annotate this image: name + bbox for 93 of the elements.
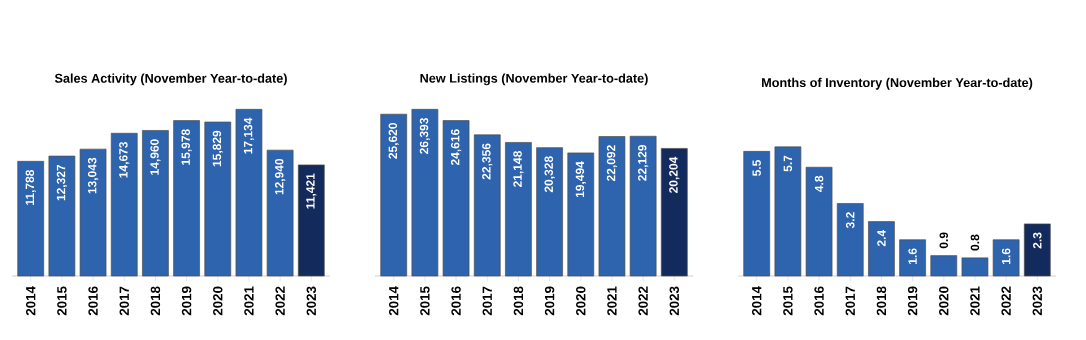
x-tick-label: 2017 xyxy=(119,286,129,316)
data-label: 20,204 xyxy=(669,156,680,193)
data-label: 22,356 xyxy=(482,143,493,180)
data-label: 11,421 xyxy=(306,173,317,209)
data-label: 14,960 xyxy=(150,139,161,175)
bar xyxy=(598,136,626,277)
bar xyxy=(380,113,408,277)
bar xyxy=(442,120,470,277)
x-tick-label: 2019 xyxy=(181,286,192,316)
bar xyxy=(899,239,926,277)
x-tick-label: 2014 xyxy=(25,286,36,316)
bar xyxy=(473,134,501,277)
x-tick-label: 2023 xyxy=(306,286,317,316)
data-label: 17,134 xyxy=(243,117,255,154)
x-tick-label: 2023 xyxy=(669,286,680,316)
x-tick-label: 2021 xyxy=(970,286,980,316)
x-tick-label: 2015 xyxy=(783,286,793,316)
bar xyxy=(266,149,294,277)
data-label: 5.7 xyxy=(783,155,793,172)
bar xyxy=(1023,223,1051,277)
data-label: 3.2 xyxy=(845,212,855,229)
bar xyxy=(235,108,263,277)
bar xyxy=(629,135,657,277)
data-label: 15,829 xyxy=(212,130,223,167)
bar xyxy=(17,161,45,277)
bar xyxy=(743,151,771,277)
x-tick-label: 2014 xyxy=(389,286,399,316)
data-label: 4.8 xyxy=(814,175,824,192)
data-label: 0.8 xyxy=(970,234,980,251)
x-tick-label: 2022 xyxy=(1001,286,1011,316)
data-label: 12,327 xyxy=(56,164,68,201)
bar xyxy=(660,148,688,277)
x-tick-label: 2019 xyxy=(544,286,555,316)
data-label: 26,393 xyxy=(419,118,431,154)
x-tick-label: 2016 xyxy=(88,286,98,316)
data-label: 19,494 xyxy=(575,161,586,198)
x-tick-label: 2021 xyxy=(244,286,254,316)
chart-title: Sales Activity (November Year-to-date) xyxy=(54,73,287,86)
x-tick-label: 2015 xyxy=(420,286,430,316)
bar xyxy=(110,132,138,277)
x-tick-label: 2022 xyxy=(638,286,648,316)
x-tick-label: 2015 xyxy=(57,286,67,316)
bar xyxy=(411,108,439,277)
bar xyxy=(505,142,532,277)
data-label: 11,788 xyxy=(25,169,36,205)
data-label: 15,978 xyxy=(181,129,192,165)
bar xyxy=(805,166,833,277)
bar xyxy=(173,120,200,277)
bar xyxy=(774,146,802,277)
data-label: 2.3 xyxy=(1033,232,1042,249)
x-tick-label: 2023 xyxy=(1032,286,1043,316)
bar xyxy=(48,155,76,277)
x-tick-label: 2022 xyxy=(275,286,285,316)
bar xyxy=(836,203,864,277)
bar xyxy=(567,152,595,277)
x-tick-label: 2019 xyxy=(907,286,918,316)
bar xyxy=(930,255,958,277)
chart-title: Months of Inventory (November Year-to-date) xyxy=(762,77,1033,90)
x-tick-label: 2021 xyxy=(607,286,617,316)
x-tick-label: 2020 xyxy=(213,286,223,316)
x-tick-label: 2017 xyxy=(482,286,492,316)
bar xyxy=(297,164,325,277)
x-tick-label: 2020 xyxy=(576,286,586,316)
data-label: 22,092 xyxy=(606,145,618,182)
data-label: 1.6 xyxy=(908,248,917,264)
x-tick-label: 2016 xyxy=(814,286,824,316)
chart-title: New Listings (November Year-to-date) xyxy=(420,73,648,86)
bar xyxy=(868,221,895,277)
data-label: 20,328 xyxy=(544,156,555,193)
x-tick-label: 2020 xyxy=(939,286,949,316)
data-label: 14,673 xyxy=(119,141,130,178)
x-tick-label: 2018 xyxy=(876,286,887,316)
x-tick-label: 2017 xyxy=(845,286,855,316)
data-label: 5.5 xyxy=(752,159,761,176)
data-label: 13,043 xyxy=(87,157,99,194)
data-label: 1.6 xyxy=(1001,248,1011,264)
x-tick-label: 2016 xyxy=(451,286,461,316)
data-label: 21,148 xyxy=(513,151,524,187)
x-tick-label: 2018 xyxy=(150,286,161,316)
data-label: 25,620 xyxy=(388,122,399,159)
bar xyxy=(992,239,1020,277)
data-label: 12,940 xyxy=(275,158,286,195)
bar xyxy=(536,147,563,277)
data-label: 2.4 xyxy=(877,229,886,247)
bar xyxy=(142,130,169,277)
data-label: 0.9 xyxy=(939,232,949,249)
x-tick-label: 2018 xyxy=(513,286,524,316)
bar xyxy=(204,121,232,277)
data-label: 24,616 xyxy=(450,129,462,166)
bar xyxy=(79,148,107,277)
bar xyxy=(961,257,989,277)
x-tick-label: 2014 xyxy=(752,286,762,316)
data-label: 22,129 xyxy=(638,144,649,181)
